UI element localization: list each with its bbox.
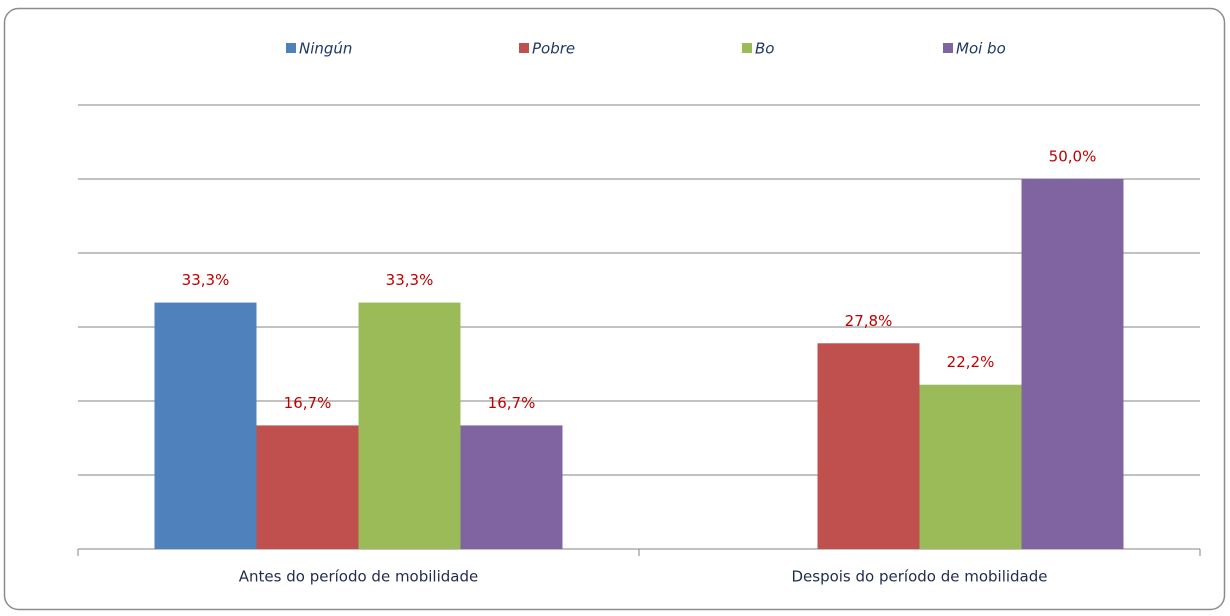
bar <box>460 425 563 549</box>
bar <box>154 302 257 549</box>
legend-label: Pobre <box>532 40 575 58</box>
legend-swatch <box>519 43 529 53</box>
bar <box>817 343 920 549</box>
legend-swatch <box>286 43 296 53</box>
bar <box>256 425 359 549</box>
data-label: 33,3% <box>386 271 434 289</box>
legend-swatch <box>943 43 953 53</box>
data-label: 22,2% <box>947 353 995 371</box>
bar <box>358 302 461 549</box>
x-tick-label: Despois do período de mobilidade <box>791 568 1047 586</box>
data-label: 33,3% <box>182 271 230 289</box>
bar <box>1021 179 1124 549</box>
legend-label: Bo <box>755 40 774 58</box>
bar <box>919 384 1022 549</box>
data-label: 27,8% <box>845 312 893 330</box>
legend-swatch <box>742 43 752 53</box>
data-label: 50,0% <box>1049 148 1097 166</box>
legend-label: Moi bo <box>956 40 1006 58</box>
x-tick-label: Antes do período de mobilidade <box>239 568 478 586</box>
legend-label: Ningún <box>299 40 352 58</box>
data-label: 16,7% <box>284 394 332 412</box>
data-label: 16,7% <box>488 394 536 412</box>
